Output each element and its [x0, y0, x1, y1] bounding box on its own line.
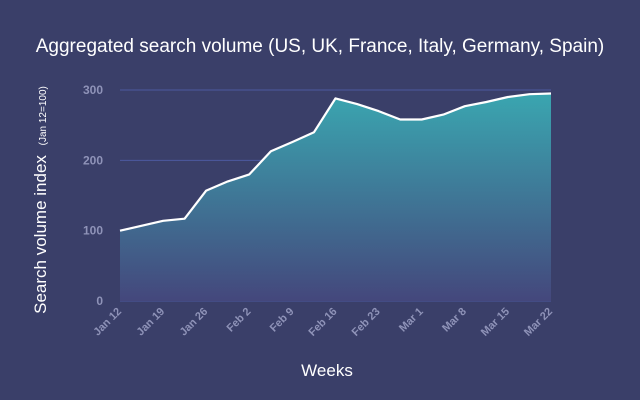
x-axis-ticks: Jan 12 Jan 19 Jan 26 Feb 2 Feb 9 Feb 16 Feb 23…: [91, 306, 555, 339]
x-tick-label-6: Feb 23: [350, 306, 383, 339]
y-axis-label-note: (Jan 12=100): [38, 86, 49, 145]
x-axis-label: Weeks: [301, 361, 353, 380]
x-tick-label-1: Jan 19: [135, 306, 168, 339]
y-axis-label: Search volume index (Jan 12=100): [31, 86, 50, 314]
y-tick-label-200: 200: [83, 153, 103, 167]
x-tick-label-4: Feb 9: [268, 306, 297, 335]
x-tick-label-10: Mar 22: [522, 306, 555, 339]
chart-title: Aggregated search volume (US, UK, France…: [36, 36, 604, 57]
area-fill: [120, 93, 551, 301]
y-tick-label-100: 100: [83, 224, 103, 238]
x-tick-label-3: Feb 2: [225, 306, 254, 335]
y-tick-label-0: 0: [96, 294, 103, 308]
x-tick-label-2: Jan 26: [178, 306, 211, 339]
x-tick-label-7: Mar 1: [397, 306, 426, 335]
x-tick-label-5: Feb 16: [306, 306, 339, 339]
x-tick-label-0: Jan 12: [91, 306, 124, 339]
x-tick-label-8: Mar 8: [440, 306, 469, 335]
y-tick-label-300: 300: [83, 83, 103, 97]
y-axis-label-main: Search volume index: [31, 155, 50, 314]
series-line: [119, 92, 552, 232]
x-tick-label-9: Mar 15: [479, 306, 512, 339]
y-axis-ticks: 0 100 200 300: [83, 83, 103, 308]
